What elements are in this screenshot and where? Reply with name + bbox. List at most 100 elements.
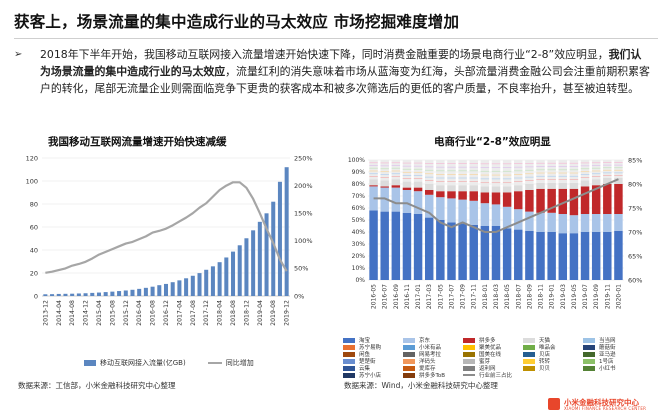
y-left-tick-label: 100 xyxy=(26,177,38,185)
y-left-tick-label: 60 xyxy=(30,223,38,231)
y-left-tick-label: 80% xyxy=(352,181,366,188)
bar xyxy=(210,266,215,296)
bar xyxy=(83,293,88,296)
legend-label: 当当网 xyxy=(599,338,616,344)
bar xyxy=(56,293,61,296)
legend-item: 淘宝 xyxy=(343,336,370,344)
legend-item: 京东 xyxy=(403,336,430,344)
stacked-bar-segment xyxy=(536,182,545,189)
bar xyxy=(150,286,155,296)
stacked-bar-segment xyxy=(424,190,434,195)
bar xyxy=(264,213,269,296)
legend-label: 苏宁小店 xyxy=(359,373,382,379)
stacked-bar-segment xyxy=(480,186,490,193)
legend-item: 返利网 xyxy=(463,364,496,372)
legend-swatch xyxy=(403,337,415,343)
stacked-bar-segment xyxy=(514,229,523,280)
legend-swatch xyxy=(463,374,475,376)
x-tick-label: 2016-07 xyxy=(382,284,389,309)
stacked-bar-segment xyxy=(502,228,512,280)
stacked-bar-segment xyxy=(469,200,478,225)
y-right-tick-label: 250% xyxy=(294,154,313,162)
y-left-tick-label: 20 xyxy=(30,269,38,277)
stacked-bar-segment xyxy=(525,184,534,190)
x-tick-label: 2019-12 xyxy=(284,300,291,326)
stacked-bar-segment xyxy=(413,181,423,188)
stacked-bar-segment xyxy=(424,217,434,280)
stacked-bar-segment xyxy=(569,160,579,183)
x-tick-label: 2017-07 xyxy=(448,284,455,309)
stacked-bar-segment xyxy=(391,187,401,212)
legend-item: 蘑菇街 xyxy=(583,343,616,351)
bar xyxy=(163,283,169,296)
bar xyxy=(103,292,108,296)
y-right-tick-label: 50% xyxy=(294,265,308,273)
y-left-tick-label: 50% xyxy=(352,217,366,224)
legend-swatch xyxy=(403,344,415,350)
bar xyxy=(177,280,182,296)
x-tick-label: 2017-03 xyxy=(426,284,433,309)
x-tick-label: 2015-08 xyxy=(109,300,116,326)
stacked-bar-segment xyxy=(458,160,467,186)
x-tick-label: 2013-12 xyxy=(42,300,49,326)
stacked-bar-segment xyxy=(591,214,601,232)
yoy-line xyxy=(45,181,288,274)
bar xyxy=(170,282,175,296)
bar xyxy=(143,287,148,296)
stacked-bar-segment xyxy=(525,190,534,212)
x-tick-label: 2019-07 xyxy=(582,284,589,309)
legend-swatch xyxy=(343,358,355,364)
paragraph-after: ，流量红利的消失意味着市场从蓝海变为红海，头部流量消费金融公司会注重前期积累客户… xyxy=(40,65,650,95)
legend-item: 苏宁易购 xyxy=(343,343,381,351)
legend-swatch xyxy=(583,351,595,357)
y-right-tick-label: 60% xyxy=(628,276,642,284)
x-tick-label: 2017-11 xyxy=(471,284,478,309)
stacked-bar-segment xyxy=(603,184,612,214)
legend-item: 贝贝 xyxy=(523,364,550,372)
stacked-bar-segment xyxy=(536,212,545,232)
stacked-bar-segment xyxy=(424,160,434,184)
legend-label: 小米有品 xyxy=(419,345,442,351)
stacked-bar-segment xyxy=(380,180,389,187)
legend-item: 贝店 xyxy=(523,350,550,358)
x-tick-label: 2018-07 xyxy=(515,284,522,309)
x-tick-label: 2016-09 xyxy=(393,284,400,309)
stacked-bar-segment xyxy=(614,230,623,280)
stacked-bar-segment xyxy=(436,220,445,280)
legend-swatch xyxy=(343,351,355,357)
legend-item: 小红书 xyxy=(583,364,616,372)
legend-swatch xyxy=(523,365,535,371)
legend-swatch xyxy=(463,344,475,350)
bar xyxy=(284,167,289,296)
legend-bar-label: 移动互联网接入流量(亿GB) xyxy=(100,359,186,367)
x-tick-label: 2018-04 xyxy=(217,300,224,326)
stacked-bar-segment xyxy=(469,160,478,186)
legend-item: 云集 xyxy=(343,364,370,372)
legend-item: 转转 xyxy=(523,357,550,365)
legend-swatch xyxy=(523,344,535,350)
stacked-bar-segment xyxy=(436,197,445,220)
stacked-bar-segment xyxy=(547,160,556,183)
x-tick-label: 2018-01 xyxy=(482,284,489,309)
y-right-tick-label: 150% xyxy=(294,210,313,218)
stacked-bar-segment xyxy=(413,214,423,280)
y-left-tick-label: 0% xyxy=(355,277,365,284)
stacked-bar-segment xyxy=(558,160,568,183)
y-left-tick-label: 90% xyxy=(352,169,366,176)
legend-label: 1号店 xyxy=(599,359,614,365)
legend-item: 楚楚街 xyxy=(343,357,376,365)
legend-label: 亚马逊 xyxy=(599,352,616,358)
stacked-bar-segment xyxy=(402,187,412,190)
stacked-bar-segment xyxy=(514,185,523,192)
legend-label: 行业前三占比 xyxy=(479,373,513,379)
legend-swatch xyxy=(403,372,415,378)
legend-swatch xyxy=(583,358,595,364)
stacked-bar-segment xyxy=(458,191,467,200)
paragraph-text: 2018年下半年开始，我国移动互联网接入流量增速开始快速下降，同时消费金融重要的… xyxy=(40,46,652,97)
stacked-bar-segment xyxy=(614,160,623,178)
x-tick-label: 2014-12 xyxy=(83,300,90,326)
legend-item: 当当网 xyxy=(583,336,616,344)
legend-label: 苏宁易购 xyxy=(359,345,382,351)
stacked-bar-segment xyxy=(558,233,568,280)
stacked-bar-segment xyxy=(502,160,512,187)
